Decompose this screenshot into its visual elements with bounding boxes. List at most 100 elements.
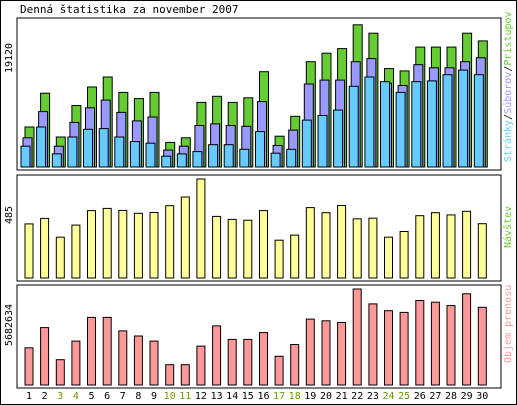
bar-kbytes-day-30 bbox=[477, 306, 487, 386]
bar-strnky-day-8 bbox=[129, 141, 140, 168]
bar-strnky-day-20 bbox=[317, 115, 328, 168]
bar-strnky-day-22 bbox=[348, 85, 359, 168]
bar-strnky-day-2 bbox=[36, 126, 47, 168]
bar-visits-day-29 bbox=[462, 210, 472, 279]
bar-strnky-day-29 bbox=[458, 69, 469, 168]
bar-strnky-day-5 bbox=[83, 128, 93, 168]
bar-strnky-day-28 bbox=[442, 74, 453, 168]
bar-strnky-day-13 bbox=[208, 144, 219, 168]
bar-kbytes-day-6 bbox=[102, 316, 112, 386]
bar-strnky-day-25 bbox=[395, 91, 406, 168]
x-tick-label-21: 21 bbox=[336, 391, 348, 402]
x-tick-label-29: 29 bbox=[461, 391, 473, 402]
bar-kbytes-day-2 bbox=[40, 327, 50, 386]
bar-kbytes-day-22 bbox=[352, 288, 362, 386]
x-tick-label-13: 13 bbox=[211, 391, 223, 402]
chart-title: Denná štatistika za november 2007 bbox=[20, 3, 239, 16]
bar-kbytes-day-21 bbox=[337, 322, 347, 386]
bar-kbytes-day-16 bbox=[259, 332, 268, 386]
x-tick-label-19: 19 bbox=[304, 391, 316, 402]
bar-strnky-day-14 bbox=[223, 144, 234, 168]
bar-strnky-day-11 bbox=[176, 153, 187, 168]
x-tick-label-26: 26 bbox=[414, 391, 426, 402]
legend-kbytes: Objem prenosu bbox=[503, 285, 514, 363]
bar-strnky-day-27 bbox=[426, 80, 437, 168]
bar-visits-day-8 bbox=[133, 212, 143, 279]
bar-visits-day-26 bbox=[415, 215, 425, 279]
x-tick-label-16: 16 bbox=[257, 391, 269, 402]
x-tick-label-23: 23 bbox=[367, 391, 379, 402]
x-tick-label-8: 8 bbox=[135, 391, 141, 402]
bar-visits-day-11 bbox=[180, 196, 190, 279]
bar-visits-day-17 bbox=[274, 239, 284, 279]
bar-strnky-day-24 bbox=[380, 81, 390, 168]
bar-visits-day-18 bbox=[290, 234, 300, 279]
bar-kbytes-day-10 bbox=[165, 364, 175, 386]
x-tick-label-17: 17 bbox=[273, 391, 285, 402]
bar-kbytes-day-19 bbox=[305, 318, 315, 386]
x-tick-label-4: 4 bbox=[73, 391, 79, 402]
bar-visits-day-4 bbox=[71, 224, 81, 279]
bar-kbytes-day-20 bbox=[321, 320, 331, 386]
bar-visits-day-14 bbox=[227, 218, 237, 279]
x-tick-label-5: 5 bbox=[88, 391, 94, 402]
x-tick-label-12: 12 bbox=[195, 391, 207, 402]
bar-kbytes-day-12 bbox=[196, 345, 206, 386]
bar-visits-day-16 bbox=[259, 210, 268, 279]
bar-visits-day-12 bbox=[196, 178, 206, 279]
bar-kbytes-day-13 bbox=[212, 325, 222, 386]
x-tick-label-11: 11 bbox=[179, 391, 191, 402]
legend-hits-panel: Stránky/Súborov/Prístupov bbox=[502, 11, 514, 162]
x-tick-label-25: 25 bbox=[398, 391, 410, 402]
bar-visits-day-6 bbox=[102, 207, 112, 279]
x-tick-label-3: 3 bbox=[57, 391, 63, 402]
bar-visits-day-3 bbox=[55, 236, 65, 279]
bar-visits-day-30 bbox=[477, 223, 487, 279]
bar-strnky-day-21 bbox=[333, 109, 344, 168]
ymax-label-visits: 485 bbox=[4, 206, 15, 224]
x-tick-label-28: 28 bbox=[445, 391, 457, 402]
bar-strnky-day-4 bbox=[67, 136, 78, 168]
legend-item-2: Súborov bbox=[502, 72, 514, 114]
bar-strnky-day-19 bbox=[301, 119, 312, 168]
bar-visits-day-15 bbox=[243, 219, 253, 279]
x-tick-label-10: 10 bbox=[164, 391, 176, 402]
bar-kbytes-day-7 bbox=[118, 330, 128, 386]
bar-strnky-day-16 bbox=[255, 131, 265, 168]
bar-strnky-day-18 bbox=[286, 148, 297, 168]
bar-kbytes-day-25 bbox=[399, 311, 409, 386]
bar-strnky-day-3 bbox=[51, 153, 62, 168]
bar-strnky-day-9 bbox=[145, 142, 156, 168]
legend-item-3: / bbox=[503, 66, 514, 72]
bar-kbytes-day-3 bbox=[55, 359, 65, 386]
bar-strnky-day-23 bbox=[364, 76, 375, 168]
bar-strnky-day-1 bbox=[20, 145, 31, 168]
bar-kbytes-day-8 bbox=[133, 335, 143, 386]
x-tick-label-20: 20 bbox=[320, 391, 332, 402]
bar-visits-day-22 bbox=[352, 218, 362, 279]
bar-kbytes-day-5 bbox=[87, 316, 96, 386]
bar-kbytes-day-17 bbox=[274, 355, 284, 386]
bar-strnky-day-30 bbox=[473, 74, 484, 168]
bar-kbytes-day-26 bbox=[415, 300, 425, 386]
x-tick-label-27: 27 bbox=[429, 391, 441, 402]
bar-kbytes-day-27 bbox=[430, 301, 440, 386]
ymax-label-hits: 19120 bbox=[4, 43, 15, 73]
bar-kbytes-day-18 bbox=[290, 344, 300, 386]
legend-item-1: / bbox=[503, 114, 514, 120]
bar-kbytes-day-9 bbox=[149, 340, 159, 386]
bar-kbytes-day-24 bbox=[384, 310, 393, 386]
x-tick-label-2: 2 bbox=[42, 391, 48, 402]
x-tick-label-15: 15 bbox=[242, 391, 254, 402]
bar-visits-day-23 bbox=[368, 217, 378, 279]
legend-item-0: Stránky bbox=[502, 120, 514, 162]
bar-strnky-day-15 bbox=[239, 148, 250, 168]
bar-strnky-day-26 bbox=[411, 81, 422, 168]
bar-strnky-day-6 bbox=[98, 128, 109, 168]
bar-visits-day-5 bbox=[87, 210, 96, 279]
ymax-label-kbytes: 5682634 bbox=[4, 304, 15, 346]
bar-kbytes-day-14 bbox=[227, 338, 237, 386]
bar-visits-day-2 bbox=[40, 217, 50, 279]
bar-strnky-day-7 bbox=[114, 136, 125, 168]
